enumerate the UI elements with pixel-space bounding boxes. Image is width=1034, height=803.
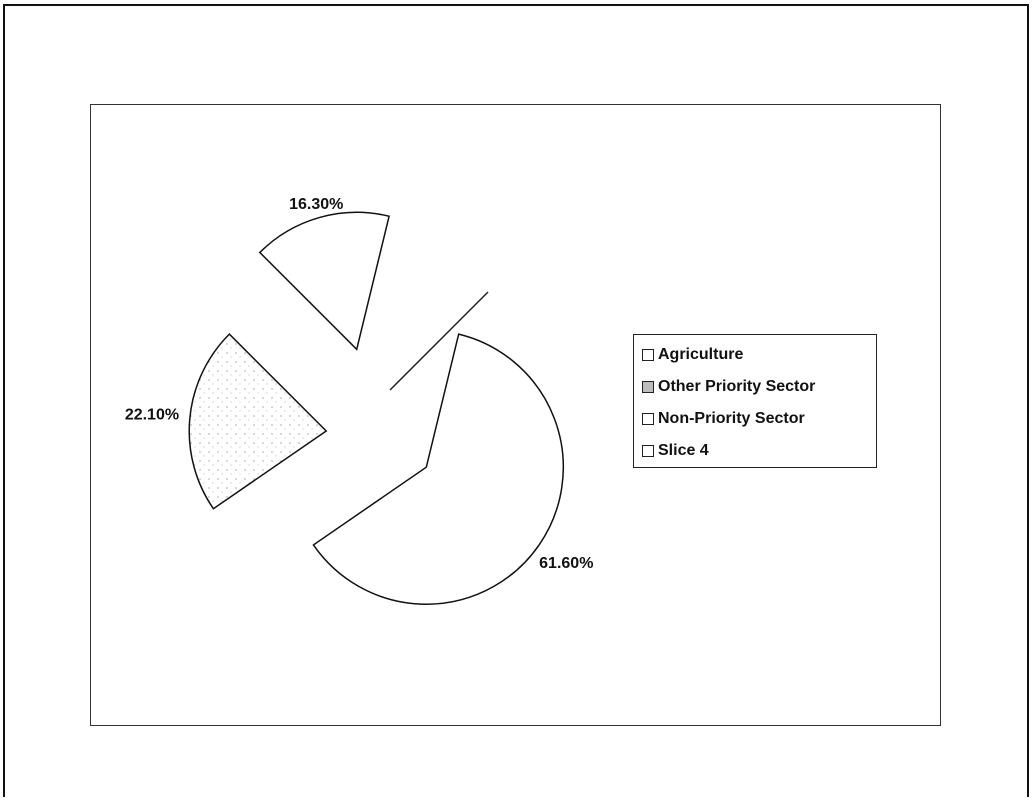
pie-slice-non-priority-sector — [312, 333, 565, 605]
legend-label-agriculture: Agriculture — [658, 346, 744, 363]
legend-label-slice-4: Slice 4 — [658, 442, 709, 459]
legend-label-non-priority-sector: Non-Priority Sector — [658, 410, 805, 427]
legend-item-agriculture: Agriculture — [642, 339, 876, 371]
data-label-non-priority-sector: 61.60% — [539, 555, 593, 572]
plot-area — [90, 104, 941, 726]
pie-slice-other-priority-sector — [188, 333, 328, 510]
pie-slice-agriculture — [258, 211, 391, 351]
legend-item-non-priority-sector: Non-Priority Sector — [642, 403, 876, 435]
legend-swatch-slice-4 — [642, 445, 654, 457]
legend-swatch-other-priority-sector — [642, 381, 654, 393]
legend: Agriculture Other Priority Sector Non-Pr… — [633, 334, 877, 468]
legend-swatch-agriculture — [642, 349, 654, 361]
legend-item-slice-4: Slice 4 — [642, 435, 876, 467]
data-label-other-priority-sector: 22.10% — [125, 406, 179, 423]
leader-line — [389, 291, 489, 391]
chart-frame — [3, 4, 1029, 797]
legend-item-other-priority-sector: Other Priority Sector — [642, 371, 876, 403]
legend-swatch-non-priority-sector — [642, 413, 654, 425]
data-label-agriculture: 16.30% — [289, 196, 343, 213]
legend-label-other-priority-sector: Other Priority Sector — [658, 378, 816, 395]
